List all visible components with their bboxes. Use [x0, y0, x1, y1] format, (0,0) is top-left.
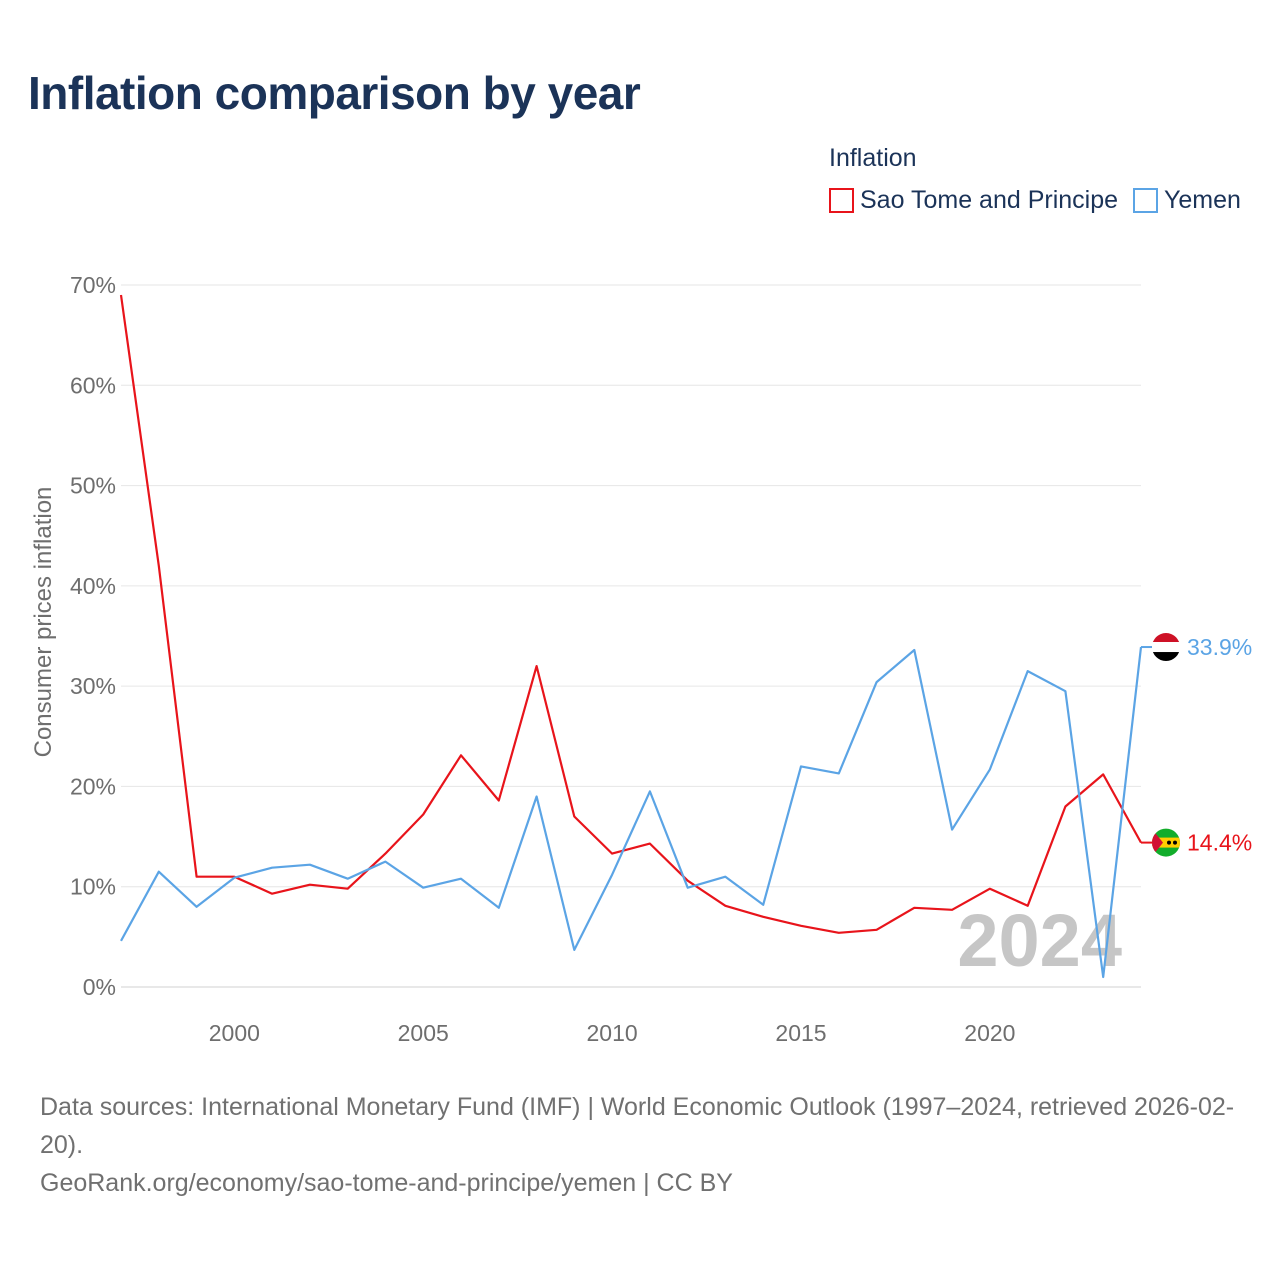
source-link[interactable]: GeoRank.org/economy/sao-tome-and-princip…: [40, 1164, 1250, 1202]
yemen-flag-icon: [1151, 632, 1181, 662]
flag-star: [1173, 841, 1177, 845]
end-value-label-sao-tome: 14.4%: [1187, 830, 1252, 856]
line-chart: 0% 10% 20% 30% 40% 50% 60% 70% 2000 2005 2010 2015 2…: [0, 0, 1280, 1080]
y-tick-label: 70%: [70, 272, 116, 298]
y-tick-label: 40%: [70, 573, 116, 599]
x-tick-label: 2005: [398, 1020, 449, 1046]
x-tick-label: 2010: [587, 1020, 638, 1046]
source-note: Data sources: International Monetary Fun…: [40, 1088, 1250, 1202]
y-axis-label: Consumer prices inflation: [30, 487, 57, 758]
y-tick-label: 20%: [70, 773, 116, 799]
y-tick-label: 10%: [70, 874, 116, 900]
flag-stripe: [1151, 652, 1181, 662]
y-tick-label: 50%: [70, 473, 116, 499]
x-tick-label: 2000: [209, 1020, 260, 1046]
sao-tome-flag-icon: [1151, 828, 1181, 858]
y-tick-label: 60%: [70, 372, 116, 398]
y-tick-label: 0%: [83, 974, 116, 1000]
y-tick-label: 30%: [70, 673, 116, 699]
source-text: Data sources: International Monetary Fun…: [40, 1088, 1250, 1164]
flag-stripe: [1151, 632, 1181, 642]
flag-star: [1167, 841, 1171, 845]
x-tick-label: 2015: [775, 1020, 826, 1046]
series-line-sao-tome: [121, 295, 1141, 933]
flag-stripe: [1151, 642, 1181, 652]
end-value-label-yemen: 33.9%: [1187, 634, 1252, 660]
x-tick-label: 2020: [964, 1020, 1015, 1046]
